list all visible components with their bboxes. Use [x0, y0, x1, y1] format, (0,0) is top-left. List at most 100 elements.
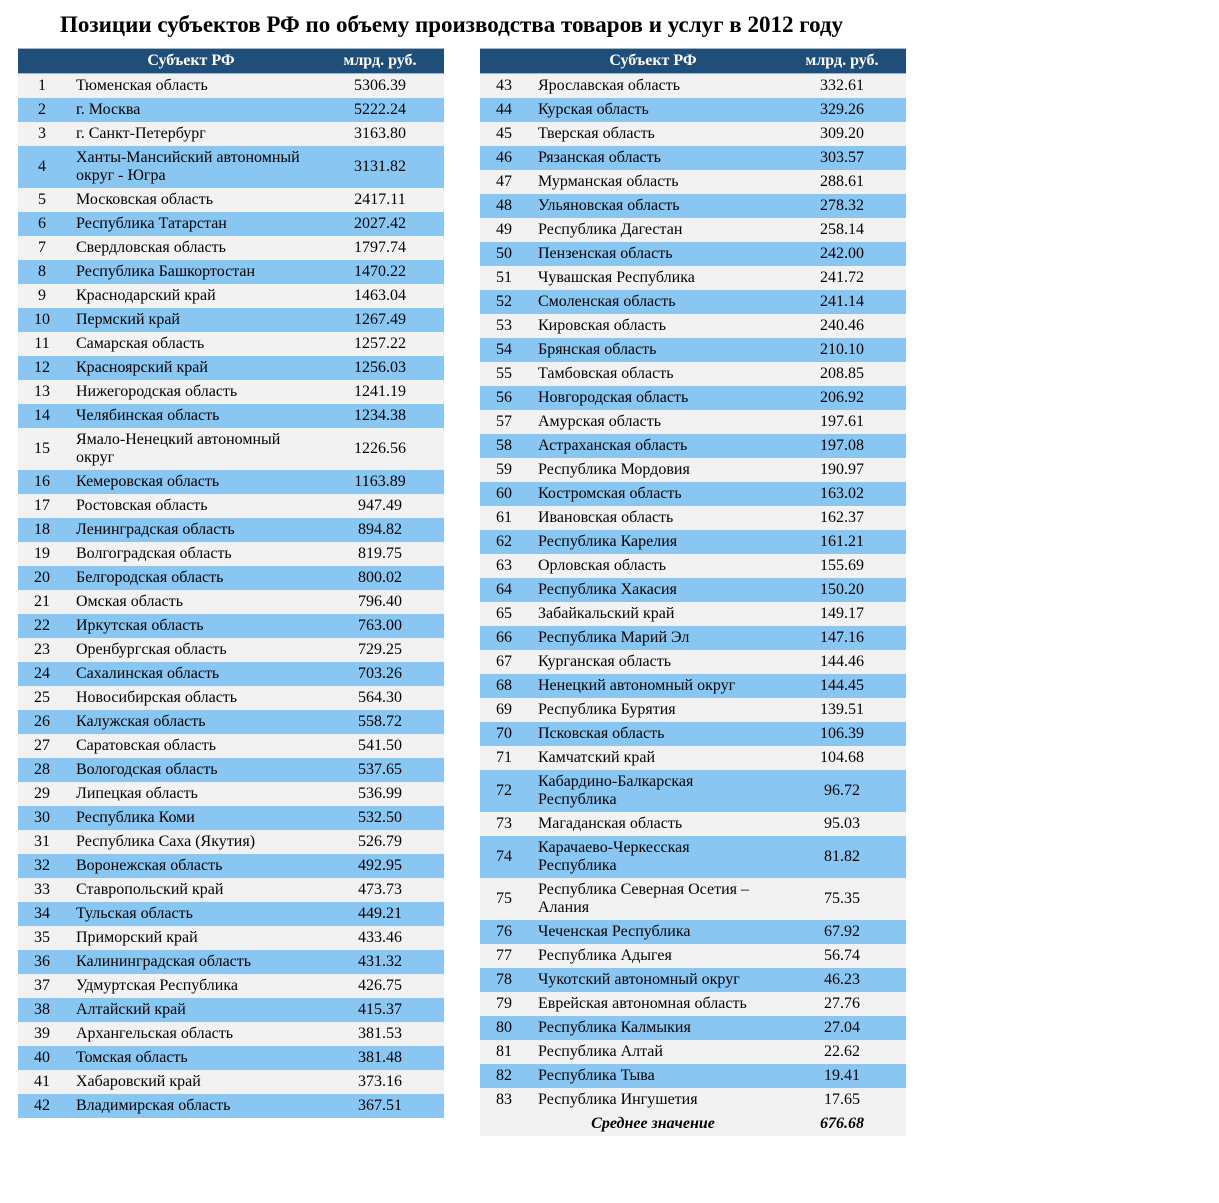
table-row: 34Тульская область449.21 [18, 902, 444, 926]
cell-value: 242.00 [778, 242, 906, 266]
table-row: 77Республика Адыгея56.74 [480, 944, 906, 968]
cell-value: 22.62 [778, 1040, 906, 1064]
table-row: 72Кабардино-Балкарская Республика96.72 [480, 770, 906, 812]
cell-value: 332.61 [778, 74, 906, 99]
cell-value: 162.37 [778, 506, 906, 530]
cell-region: Чувашская Республика [528, 266, 778, 290]
cell-value: 67.92 [778, 920, 906, 944]
cell-value: 147.16 [778, 626, 906, 650]
cell-rank: 39 [18, 1022, 66, 1046]
table-row: 32Воронежская область492.95 [18, 854, 444, 878]
cell-region: Кемеровская область [66, 470, 316, 494]
table-row: 66Республика Марий Эл147.16 [480, 626, 906, 650]
cell-rank: 47 [480, 170, 528, 194]
table-row: 36Калининградская область431.32 [18, 950, 444, 974]
cell-value: 431.32 [316, 950, 444, 974]
table-row: 81Республика Алтай22.62 [480, 1040, 906, 1064]
cell-region: Рязанская область [528, 146, 778, 170]
cell-value: 106.39 [778, 722, 906, 746]
cell-region: Приморский край [66, 926, 316, 950]
cell-region: Кабардино-Балкарская Республика [528, 770, 778, 812]
table-header-row: Субъект РФ млрд. руб. [480, 49, 906, 74]
cell-rank: 51 [480, 266, 528, 290]
page-title: Позиции субъектов РФ по объему производс… [60, 12, 1201, 38]
table-row: 24Сахалинская область703.26 [18, 662, 444, 686]
cell-rank: 65 [480, 602, 528, 626]
table-row: 31Республика Саха (Якутия)526.79 [18, 830, 444, 854]
cell-rank: 29 [18, 782, 66, 806]
table-row: 82Республика Тыва19.41 [480, 1064, 906, 1088]
cell-rank: 55 [480, 362, 528, 386]
cell-region: Республика Адыгея [528, 944, 778, 968]
cell-rank: 21 [18, 590, 66, 614]
cell-rank: 71 [480, 746, 528, 770]
cell-region: Курская область [528, 98, 778, 122]
cell-rank: 23 [18, 638, 66, 662]
cell-value: 3131.82 [316, 146, 444, 188]
cell-rank: 28 [18, 758, 66, 782]
cell-value: 288.61 [778, 170, 906, 194]
header-rank [480, 49, 528, 74]
cell-value: 258.14 [778, 218, 906, 242]
table-row: 61Ивановская область162.37 [480, 506, 906, 530]
cell-region: Республика Тыва [528, 1064, 778, 1088]
cell-region: Республика Карелия [528, 530, 778, 554]
cell-region: Краснодарский край [66, 284, 316, 308]
cell-rank: 14 [18, 404, 66, 428]
table-row: 9Краснодарский край1463.04 [18, 284, 444, 308]
cell-value: 208.85 [778, 362, 906, 386]
cell-value: 161.21 [778, 530, 906, 554]
cell-value: 197.61 [778, 410, 906, 434]
cell-region: Томская область [66, 1046, 316, 1070]
cell-rank: 50 [480, 242, 528, 266]
table-row: 74Карачаево-Черкесская Республика81.82 [480, 836, 906, 878]
cell-value: 5306.39 [316, 74, 444, 99]
cell-rank: 37 [18, 974, 66, 998]
table-row: 27Саратовская область541.50 [18, 734, 444, 758]
cell-region: Псковская область [528, 722, 778, 746]
cell-region: Амурская область [528, 410, 778, 434]
cell-rank: 24 [18, 662, 66, 686]
cell-value: 210.10 [778, 338, 906, 362]
cell-rank: 7 [18, 236, 66, 260]
header-rank [18, 49, 66, 74]
cell-value: 1470.22 [316, 260, 444, 284]
table-row: 40Томская область381.48 [18, 1046, 444, 1070]
cell-region: Республика Ингушетия [528, 1088, 778, 1112]
cell-rank: 70 [480, 722, 528, 746]
cell-region: Республика Мордовия [528, 458, 778, 482]
cell-region: Брянская область [528, 338, 778, 362]
header-value: млрд. руб. [778, 49, 906, 74]
cell-rank: 56 [480, 386, 528, 410]
table-row: 42Владимирская область367.51 [18, 1094, 444, 1118]
table-row: 26Калужская область558.72 [18, 710, 444, 734]
cell-value: 367.51 [316, 1094, 444, 1118]
table-row: 64Республика Хакасия150.20 [480, 578, 906, 602]
cell-value: 729.25 [316, 638, 444, 662]
cell-value: 703.26 [316, 662, 444, 686]
cell-value: 819.75 [316, 542, 444, 566]
cell-value: 46.23 [778, 968, 906, 992]
cell-value: 415.37 [316, 998, 444, 1022]
table-row: 11Самарская область1257.22 [18, 332, 444, 356]
table-row: 25Новосибирская область564.30 [18, 686, 444, 710]
cell-rank: 10 [18, 308, 66, 332]
cell-region: Республика Калмыкия [528, 1016, 778, 1040]
cell-rank: 80 [480, 1016, 528, 1040]
cell-region: Республика Марий Эл [528, 626, 778, 650]
table-row: 14Челябинская область1234.38 [18, 404, 444, 428]
cell-rank: 68 [480, 674, 528, 698]
table-row: 15Ямало-Ненецкий автономный округ1226.56 [18, 428, 444, 470]
cell-region: Республика Алтай [528, 1040, 778, 1064]
table-row: 48Ульяновская область278.32 [480, 194, 906, 218]
cell-rank: 63 [480, 554, 528, 578]
cell-value: 1463.04 [316, 284, 444, 308]
cell-region: Республика Хакасия [528, 578, 778, 602]
cell-value: 81.82 [778, 836, 906, 878]
table-row: 8Республика Башкортостан1470.22 [18, 260, 444, 284]
cell-value: 1241.19 [316, 380, 444, 404]
cell-region: Липецкая область [66, 782, 316, 806]
cell-value: 27.76 [778, 992, 906, 1016]
header-region: Субъект РФ [66, 49, 316, 74]
cell-rank: 82 [480, 1064, 528, 1088]
